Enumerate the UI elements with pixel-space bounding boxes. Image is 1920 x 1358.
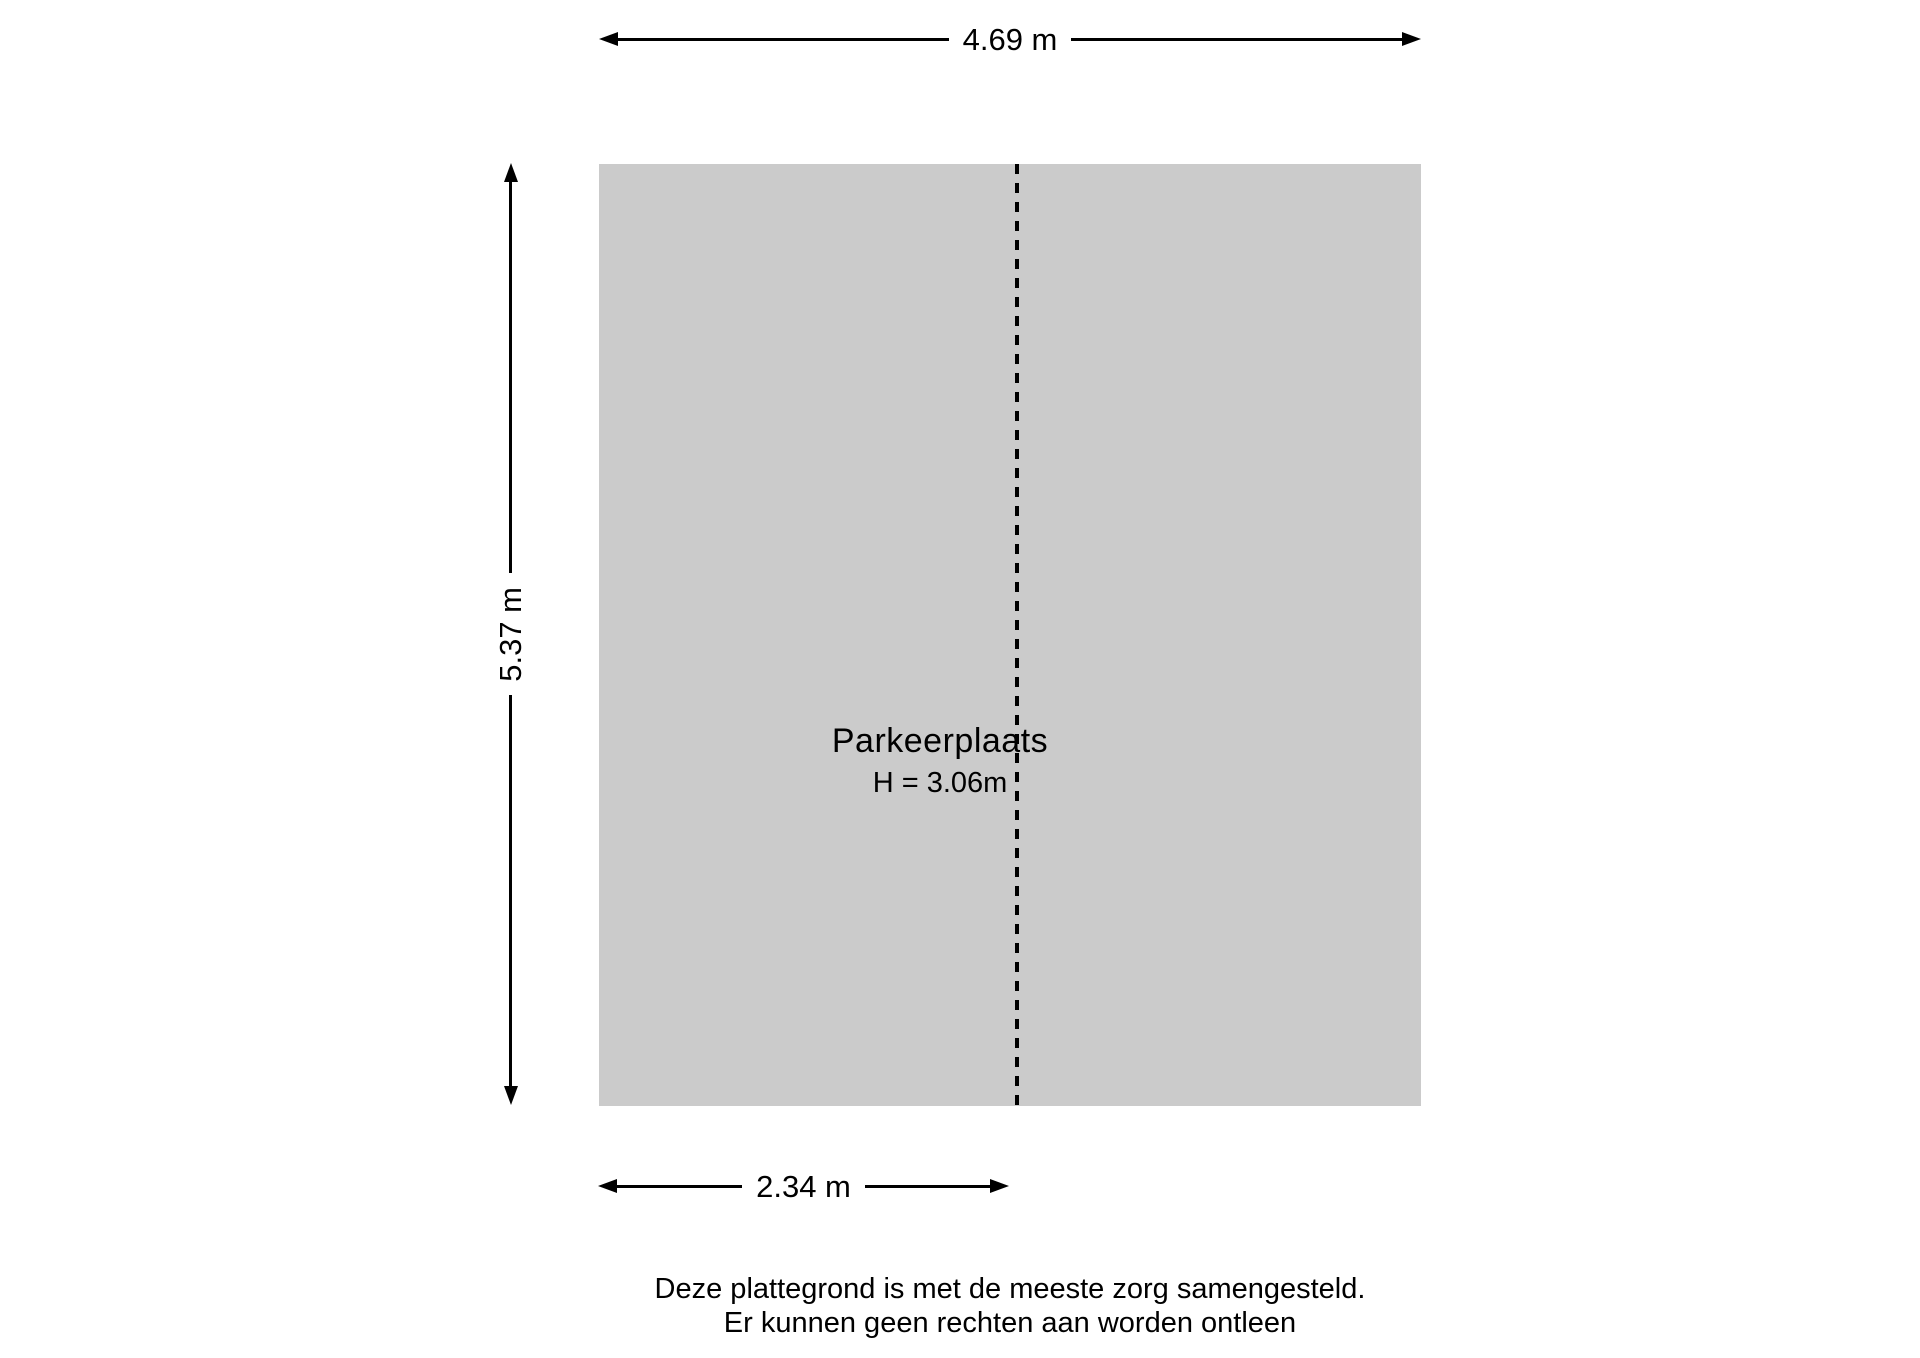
dimension-left-height-label: 5.37 m bbox=[493, 586, 528, 682]
dimension-bottom-section-width: 2.34 m bbox=[598, 1168, 1009, 1204]
footer-disclaimer-line2: Er kunnen geen rechten aan worden ontlee… bbox=[723, 1307, 1297, 1339]
dimension-line-segment bbox=[509, 695, 512, 1086]
footer-disclaimer: Deze plattegrond is met de meeste zorg s… bbox=[655, 1272, 1366, 1340]
room-label-block: Parkeerplaats H = 3.06m bbox=[832, 722, 1048, 800]
dimension-top-width: 4.69 m bbox=[599, 21, 1421, 57]
dimension-line-segment bbox=[618, 37, 949, 41]
arrowhead-right-icon bbox=[990, 1179, 1009, 1193]
dimension-top-width-label: 4.69 m bbox=[962, 21, 1058, 57]
room-ceiling-height-label: H = 3.06m bbox=[872, 767, 1008, 799]
room-parkeerplaats: Parkeerplaats H = 3.06m bbox=[599, 164, 1421, 1106]
dimension-left-height: 5.37 m bbox=[493, 163, 528, 1105]
footer-disclaimer-line1: Deze plattegrond is met de meeste zorg s… bbox=[654, 1273, 1366, 1305]
dimension-line-segment bbox=[617, 1184, 743, 1188]
room-divider-dashed-line bbox=[1015, 164, 1019, 1106]
dimension-line-segment bbox=[1071, 37, 1402, 41]
arrowhead-left-icon bbox=[598, 1179, 617, 1193]
dimension-line-segment bbox=[509, 182, 512, 573]
room-name-label: Parkeerplaats bbox=[831, 722, 1049, 760]
arrowhead-down-icon bbox=[503, 1086, 518, 1105]
dimension-line-segment bbox=[864, 1184, 990, 1188]
arrowhead-right-icon bbox=[1402, 32, 1421, 46]
arrowhead-up-icon bbox=[503, 163, 518, 182]
arrowhead-left-icon bbox=[599, 32, 618, 46]
dimension-bottom-section-width-label: 2.34 m bbox=[756, 1168, 851, 1204]
